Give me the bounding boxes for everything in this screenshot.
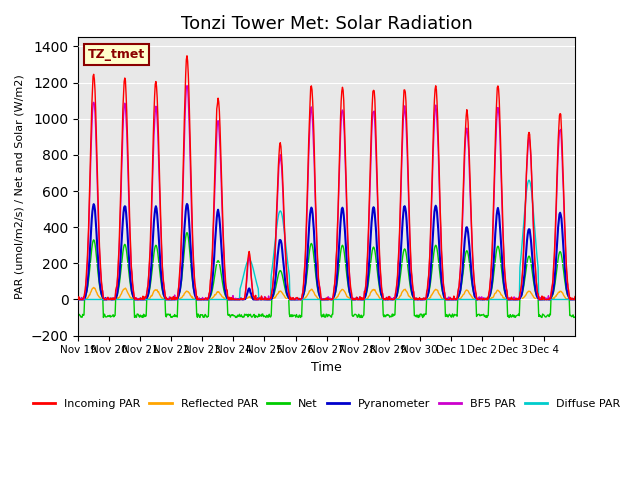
Legend: Incoming PAR, Reflected PAR, Net, Pyranometer, BF5 PAR, Diffuse PAR: Incoming PAR, Reflected PAR, Net, Pyrano…	[29, 395, 625, 414]
Y-axis label: PAR (umol/m2/s) / Net and Solar (W/m2): PAR (umol/m2/s) / Net and Solar (W/m2)	[15, 74, 25, 299]
Title: Tonzi Tower Met: Solar Radiation: Tonzi Tower Met: Solar Radiation	[180, 15, 472, 33]
Text: TZ_tmet: TZ_tmet	[88, 48, 145, 61]
X-axis label: Time: Time	[311, 361, 342, 374]
